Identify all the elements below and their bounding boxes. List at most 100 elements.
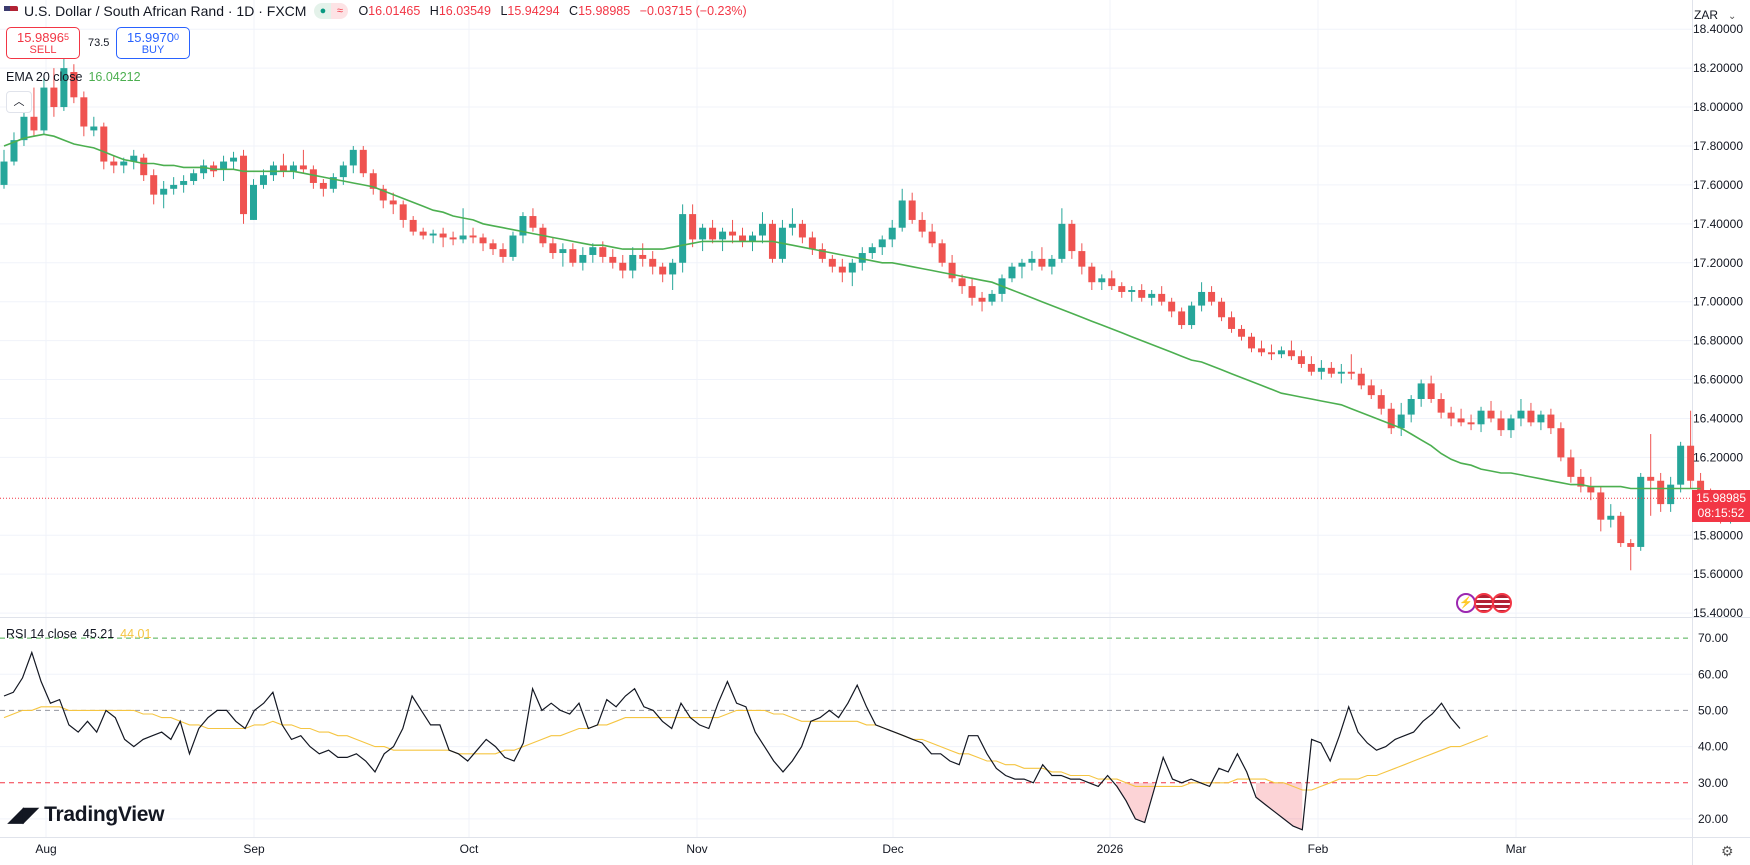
us-flag-event-icon[interactable] <box>1492 593 1512 613</box>
symbol-title[interactable]: U.S. Dollar / South African Rand · 1D · … <box>24 3 307 19</box>
candle-body <box>250 184 257 220</box>
candle-body <box>1527 410 1535 423</box>
chevron-up-icon[interactable]: ︿ <box>6 91 32 113</box>
candle-body <box>549 243 557 254</box>
candle-body <box>1377 395 1385 409</box>
candle-body <box>1687 445 1695 481</box>
market-open-icon: ● <box>314 3 332 19</box>
candle-body <box>279 165 287 172</box>
candle-body <box>1557 428 1565 458</box>
candle-body <box>230 157 238 162</box>
candle-body <box>50 87 58 108</box>
candle-body <box>579 254 587 263</box>
time-tick-label: Dec <box>882 842 903 856</box>
price-candles <box>0 58 1750 571</box>
rsi-legend[interactable]: RSI 14 close 45.21 44.01 <box>6 627 152 641</box>
oversold-area <box>1256 782 1303 830</box>
candle-body <box>160 188 168 195</box>
tilde-icon: ≈ <box>331 3 349 19</box>
last-price-tag: 15.98985 08:15:52 <box>1692 490 1750 522</box>
candle-body <box>459 235 467 240</box>
candle-body <box>449 237 457 240</box>
candle-body <box>1367 385 1375 396</box>
tradingview-logo[interactable]: ◢◤ TradingView <box>8 802 165 827</box>
candle-body <box>1607 515 1615 520</box>
candle-body <box>1667 484 1675 505</box>
candle-body <box>838 266 846 273</box>
candle-body <box>1108 278 1116 287</box>
time-tick-label: Nov <box>686 842 707 856</box>
price-tick-label: 16.60000 <box>1693 373 1743 387</box>
candle-body <box>1297 356 1305 364</box>
candle-body <box>1148 293 1156 298</box>
candle-body <box>240 155 248 215</box>
candle-body <box>1028 258 1036 263</box>
candle-body <box>988 293 996 302</box>
lightning-event-icon[interactable]: ⚡ <box>1456 593 1476 613</box>
candle-body <box>958 278 966 287</box>
candle-body <box>150 175 158 195</box>
candle-body <box>1497 418 1505 431</box>
candle-body <box>140 157 148 176</box>
candle-body <box>749 235 756 242</box>
candle-body <box>519 216 527 236</box>
candle-body <box>1248 336 1255 349</box>
tradingview-mark-icon: ◢◤ <box>8 804 39 826</box>
candle-body <box>1397 414 1405 429</box>
candle-body <box>529 216 537 228</box>
oversold-area <box>1116 782 1154 823</box>
gear-icon[interactable]: ⚙ <box>1721 843 1734 859</box>
us-flag-event-icon[interactable] <box>1474 593 1494 613</box>
candle-body <box>379 188 387 201</box>
candle-body <box>1507 418 1515 431</box>
candle-body <box>1677 445 1685 485</box>
candle-body <box>1118 286 1126 292</box>
candle-body <box>349 149 357 166</box>
candle-body <box>978 297 986 302</box>
candle-body <box>419 231 427 236</box>
candle-body <box>1018 262 1026 267</box>
price-tick-label: 17.20000 <box>1693 256 1743 270</box>
candle-body <box>1627 543 1635 547</box>
candle-body <box>269 165 277 176</box>
symbol-header: U.S. Dollar / South African Rand · 1D · … <box>0 0 747 22</box>
candle-body <box>968 286 976 298</box>
candle-body <box>190 173 198 182</box>
candle-body <box>1208 291 1216 302</box>
candle-body <box>878 239 886 248</box>
candle-body <box>1307 363 1315 372</box>
candle-body <box>40 87 48 131</box>
candle-body <box>70 72 78 98</box>
candle-body <box>1287 350 1295 357</box>
candle-body <box>758 223 766 236</box>
time-tick-label: 2026 <box>1097 842 1124 856</box>
candle-body <box>1198 291 1206 306</box>
candle-body <box>1417 383 1425 400</box>
candle-body <box>1317 367 1325 372</box>
candle-body <box>469 235 477 238</box>
sell-button[interactable]: 15.98965 SELL <box>6 27 80 59</box>
candle-body <box>1547 414 1555 429</box>
price-tick-label: 17.00000 <box>1693 295 1743 309</box>
candle-body <box>130 155 138 162</box>
currency-selector[interactable]: ZAR ⌄ <box>1694 8 1737 22</box>
candle-body <box>509 235 517 257</box>
candle-body <box>110 161 118 166</box>
candle-body <box>80 97 88 127</box>
candle-body <box>559 249 567 254</box>
economic-events[interactable]: ⚡ <box>1456 593 1512 613</box>
candle-body <box>619 262 627 271</box>
candle-body <box>369 173 377 189</box>
candle-body <box>180 181 188 185</box>
market-status-pill[interactable]: ● ≈ <box>314 3 349 19</box>
candle-body <box>679 214 687 263</box>
ema-legend[interactable]: EMA 20 close 16.04212 <box>6 70 141 84</box>
rsi-ma-line <box>3 706 1489 791</box>
time-tick-label: Mar <box>1506 842 1527 856</box>
candle-body <box>90 126 98 131</box>
candle-body <box>599 247 607 257</box>
buy-button[interactable]: 15.99700 BUY <box>116 27 190 59</box>
candle-body <box>938 243 946 263</box>
candle-body <box>1517 410 1525 419</box>
